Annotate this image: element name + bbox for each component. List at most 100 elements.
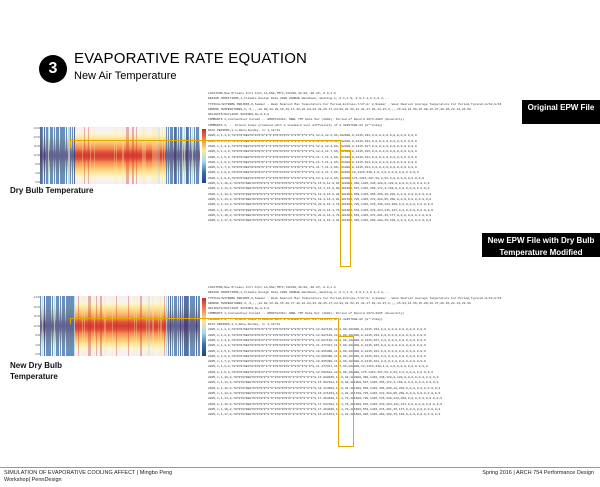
y-tick-label: 24:00 [33, 296, 40, 299]
epw-line: 2005,1,1,14,0,?9?9?9?9E0?9?9?9?9*9*9*9?9… [208, 397, 443, 401]
heatmap-stripe [180, 296, 181, 356]
footer-credits-line-1: SIMULATION OF EVAPORATIVE COOLING AFFECT… [4, 470, 173, 476]
epw-line: 2005,1,1,3,0,?9?9?9?9E0?9?9?9?9*9*9*9?9?… [208, 338, 426, 342]
heatmap-stripe [126, 127, 128, 184]
step-number-badge: 3 [39, 55, 67, 83]
heatmap-stripe [48, 127, 49, 184]
heatmap-stripe [54, 296, 55, 356]
y-tick-label: 12:00 [33, 154, 40, 157]
heatmap-stripe [178, 296, 179, 356]
heatmap-stripe [172, 127, 173, 184]
heatmap-stripe [134, 296, 135, 356]
epw-line: 2005,1,1,13,0,?9?9?9?9E0?9?9?9?9*9*9*9?9… [208, 391, 441, 395]
heatmap-stripe [62, 127, 64, 184]
heatmap-stripe [58, 127, 59, 184]
heatmap-stripe [78, 296, 79, 356]
new-dry-bulb-caption: New Dry Bulb Temperature [10, 361, 63, 381]
heatmap-stripe [190, 296, 192, 356]
epw-line: 2005,1,1,4,0,?9?9?9?9E0?9?9?9?9*9*9*9?9?… [208, 150, 417, 154]
heatmap-stripe [162, 127, 163, 184]
heatmap-stripe [70, 127, 71, 184]
heatmap-stripe [170, 127, 172, 184]
epw-line: COMMENTS 2, -- Ground temps produced wit… [208, 123, 383, 127]
epw-line: DATA PERIODS,1,1,Data,Sunday, 1/ 1,12/31 [208, 323, 281, 327]
heatmap-stripe [168, 127, 169, 184]
heatmap-stripe [198, 296, 200, 356]
epw-line: 2005,1,1,17,0,?9?9?9?9E0?9?9?9?9*9*9*9?9… [208, 219, 432, 223]
heatmap-stripe [48, 296, 50, 356]
heatmap-stripe [122, 127, 124, 184]
footer-divider [0, 467, 600, 468]
chart-2-y-axis: 24:00 20:00 16:00 12:00 8:00 4:00 0:00 [30, 296, 40, 356]
heatmap-stripe [50, 296, 51, 356]
epw-line: 2005,1,1,14,0,?9?9?9?9E0?9?9?9?9*9*9*9?9… [208, 203, 434, 207]
heatmap-stripe [104, 296, 106, 356]
heatmap-stripe [166, 296, 167, 356]
heatmap-stripe [66, 127, 67, 184]
epw-line: TYPICAL/EXTREME PERIODS,6,Summer - Week … [208, 102, 502, 106]
heatmap-stripe [42, 296, 43, 356]
heatmap-stripe [140, 296, 142, 356]
heatmap-stripe [164, 296, 165, 356]
epw-line: HOLIDAYS/DAYLIGHT SAVINGS,No,0,0,0 [208, 113, 270, 117]
heatmap-stripe [158, 127, 160, 184]
epw-line: GROUND TEMPERATURES,3,.5,,,,12.90,13.29,… [208, 107, 471, 111]
heatmap-stripe [184, 296, 186, 356]
epw-line: 2005,1,1,7,0,?9?9?9?9E0?9?9?9?9*9*9*9?9?… [208, 360, 426, 364]
y-tick-label: 0:00 [35, 353, 40, 356]
y-tick-label: 16:00 [33, 145, 40, 148]
y-tick-label: 16:00 [33, 315, 40, 318]
new-dry-bulb-heatmap [40, 296, 200, 356]
heatmap-stripe [40, 127, 42, 184]
heatmap-stripe [46, 127, 48, 184]
epw-line: 2005,1,1,11,0,?9?9?9?9E0?9?9?9?9*9*9*9?9… [208, 381, 439, 385]
heatmap-stripe [88, 127, 89, 184]
heatmap-stripe [56, 127, 58, 184]
epw-line: 2005,1,1,10,0,?9?9?9?9E0?9?9?9?9*9*9*9?9… [208, 376, 439, 380]
heatmap-stripe [176, 296, 177, 356]
heatmap-stripe [196, 127, 198, 184]
original-epw-label: Original EPW File [522, 100, 600, 124]
heatmap-stripe [52, 127, 53, 184]
heatmap-stripe [174, 296, 176, 356]
heatmap-stripe [112, 296, 113, 356]
heatmap-stripe [158, 296, 159, 356]
dry-bulb-heatmap [40, 127, 200, 184]
heatmap-stripe [94, 127, 95, 184]
heatmap-stripe [148, 296, 150, 356]
epw-line: GROUND TEMPERATURES,3,.5,,,,12.90,13.29,… [208, 301, 471, 305]
connector-line [338, 318, 339, 336]
connector-line [70, 318, 338, 319]
epw-line: 2005,1,1,8,0,?9?9?9?9E0?9?9?9?9*9*9*9?9?… [208, 171, 419, 175]
epw-line: DESIGN CONDITIONS,1,Climate Design Data … [208, 97, 390, 101]
new-epw-text: LOCATION,New Orleans Intl Arpt,LA,USA,TM… [208, 285, 600, 470]
epw-line: LOCATION,New Orleans Intl Arpt,LA,USA,TM… [208, 92, 336, 95]
heatmap-stripe [40, 296, 41, 356]
heatmap-stripe [70, 296, 72, 356]
heatmap-stripe [66, 296, 68, 356]
y-tick-label: 8:00 [35, 334, 40, 337]
epw-line: 2005,1,1,12,0,?9?9?9?9E0?9?9?9?9*9*9*9?9… [208, 386, 441, 390]
heatmap-stripe [176, 127, 177, 184]
chart-1-y-axis: 24:00 20:00 16:00 12:00 8:00 4:00 0:00 [30, 127, 40, 184]
heatmap-stripe [198, 127, 199, 184]
heatmap-stripe [90, 127, 91, 184]
heatmap-stripe [136, 296, 137, 356]
original-epw-text: LOCATION,New Orleans Intl Arpt,LA,USA,TM… [208, 91, 600, 271]
heatmap-stripe [146, 296, 147, 356]
heatmap-stripe [188, 296, 189, 356]
epw-line: 2005,1,1,8,0,?9?9?9?9E0?9?9?9?9*9*9*9?9?… [208, 365, 428, 369]
heatmap-stripe [42, 127, 43, 184]
heatmap-stripe [64, 296, 65, 356]
epw-line: 2005,1,1,2,0,?9?9?9?9E0?9?9?9?9*9*9*9?9?… [208, 333, 426, 337]
epw-line: 2005,1,1,2,0,?9?9?9?9E0?9?9?9?9*9*9*9?9?… [208, 139, 417, 143]
heatmap-stripe [100, 296, 102, 356]
epw-line: 2005,1,1,1,0,?9?9?9?9E0?9?9?9?9*9*9*9?9?… [208, 134, 417, 138]
heatmap-stripe [172, 296, 173, 356]
connector-line [70, 318, 71, 324]
heatmap-stripe [96, 296, 97, 356]
epw-line: 2005,1,1,11,0,?9?9?9?9E0?9?9?9?9*9*9*9?9… [208, 187, 430, 191]
page-title: EVAPORATIVE RATE EQUATION [74, 50, 308, 67]
epw-line: 2005,1,1,15,0,?9?9?9?9E0?9?9?9?9*9*9*9?9… [208, 402, 443, 406]
heatmap-stripe [94, 296, 95, 356]
